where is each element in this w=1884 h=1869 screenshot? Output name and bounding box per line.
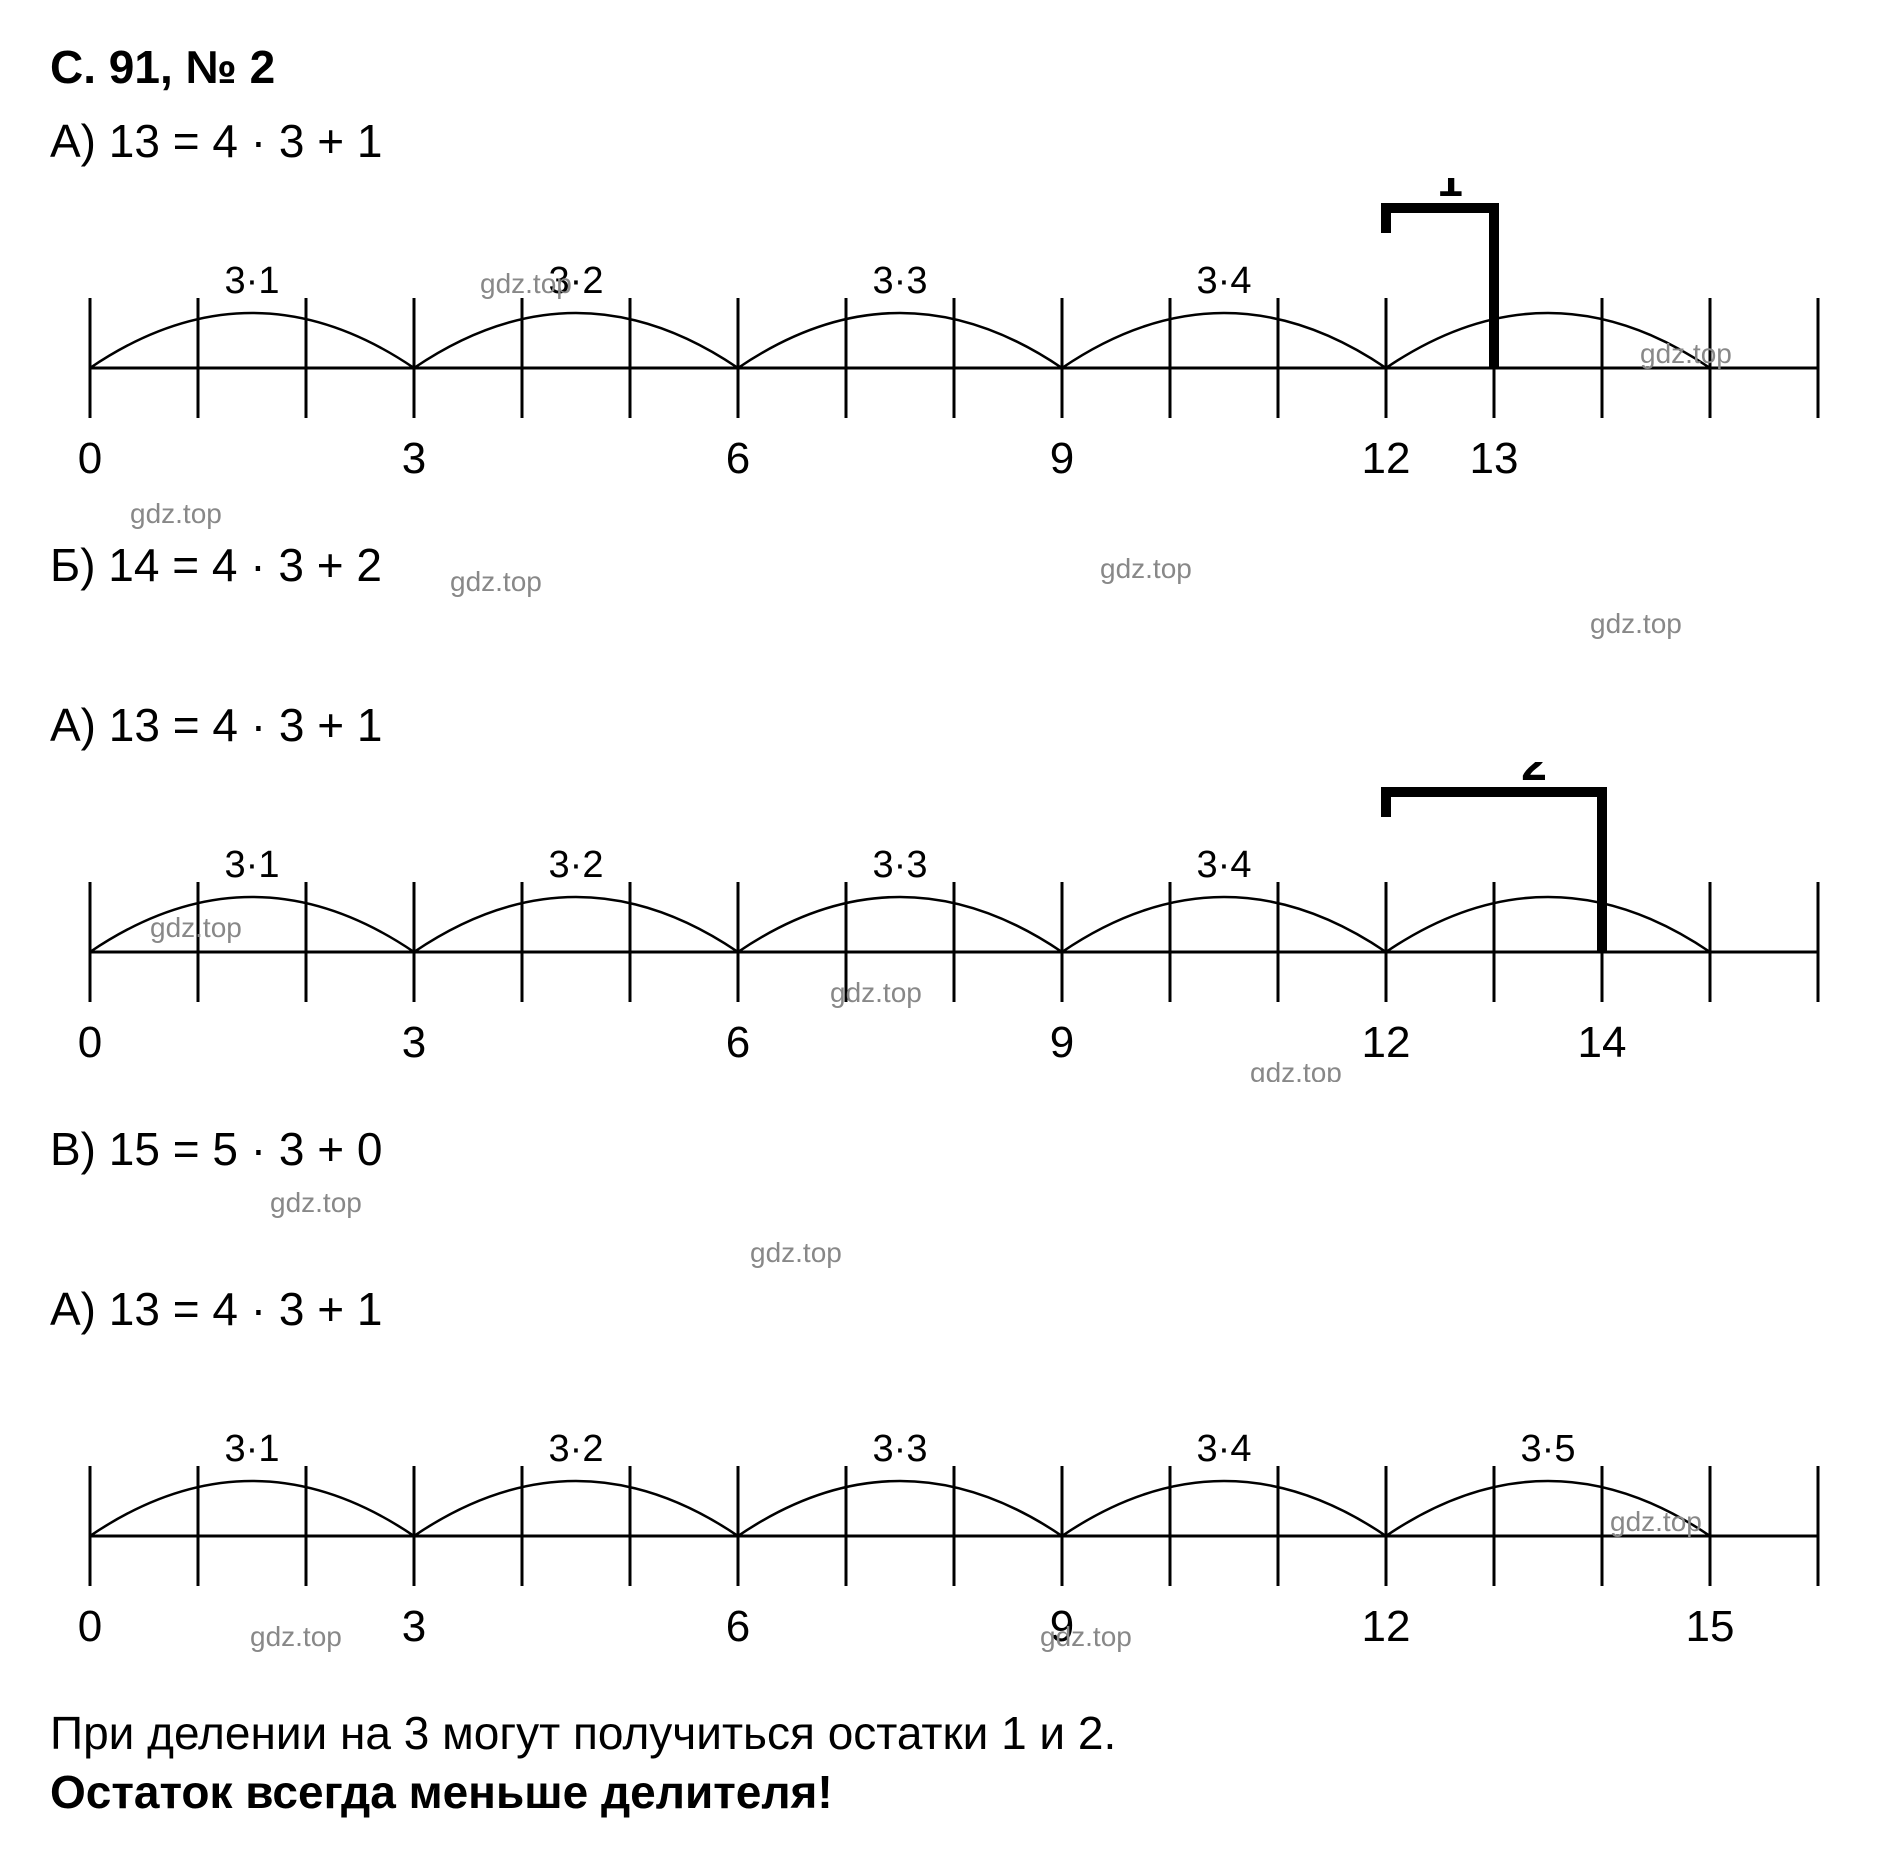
svg-text:gdz.top: gdz.top [1640, 338, 1732, 369]
svg-text:gdz.top: gdz.top [830, 977, 922, 1008]
svg-text:12: 12 [1362, 434, 1411, 483]
svg-text:3·1: 3·1 [225, 844, 280, 886]
svg-text:3·4: 3·4 [1197, 1428, 1252, 1470]
svg-text:3·4: 3·4 [1197, 844, 1252, 886]
svg-text:1: 1 [1437, 178, 1463, 206]
svg-text:gdz.top: gdz.top [250, 1621, 342, 1652]
equation-pre: Б) 14 = 4 · 3 + 2 [50, 538, 1834, 592]
watermark: gdz.top [1100, 553, 1192, 585]
svg-text:9: 9 [1050, 434, 1074, 483]
watermark: gdz.top [1590, 608, 1682, 640]
svg-text:9: 9 [1050, 1018, 1074, 1067]
svg-text:0: 0 [78, 1602, 102, 1651]
svg-text:3·2: 3·2 [549, 1428, 604, 1470]
svg-text:6: 6 [726, 434, 750, 483]
watermark: gdz.top [270, 1187, 362, 1219]
svg-text:3·3: 3·3 [873, 844, 928, 886]
svg-text:3: 3 [402, 1602, 426, 1651]
svg-text:3·3: 3·3 [873, 1428, 928, 1470]
equation: А) 13 = 4 · 3 + 1 [50, 1282, 1834, 1336]
svg-text:3·4: 3·4 [1197, 260, 1252, 302]
svg-text:14: 14 [1578, 1018, 1627, 1067]
watermark: gdz.top [130, 498, 222, 530]
equation: А) 13 = 4 · 3 + 1 [50, 114, 1834, 168]
svg-text:gdz.top: gdz.top [1610, 1506, 1702, 1537]
equation-pre: В) 15 = 5 · 3 + 0 [50, 1122, 1834, 1176]
diagram-block: Б) 14 = 4 · 3 + 2gdz.topgdz.topgdz.topgd… [50, 538, 1834, 1082]
svg-text:gdz.top: gdz.top [150, 912, 242, 943]
watermark: gdz.top [750, 1237, 842, 1269]
svg-text:6: 6 [726, 1018, 750, 1067]
equation: А) 13 = 4 · 3 + 1 [50, 698, 1834, 752]
diagram-block: А) 13 = 4 · 3 + 13·13·23·33·4103691213gd… [50, 114, 1834, 498]
svg-text:3: 3 [402, 434, 426, 483]
svg-text:3·1: 3·1 [225, 1428, 280, 1470]
number-line-diagram: 3·1 3·2 3·3 3·4 2 0 3 6 9 12 14 gdz.top gdz.top gdz.t… [50, 762, 1830, 1082]
svg-text:12: 12 [1362, 1602, 1411, 1651]
svg-text:3: 3 [402, 1018, 426, 1067]
svg-text:0: 0 [78, 1018, 102, 1067]
footer-line-1: При делении на 3 могут получиться остатк… [50, 1706, 1834, 1760]
svg-text:3·5: 3·5 [1521, 1428, 1576, 1470]
diagrams-container: А) 13 = 4 · 3 + 1 3·1 3·2 3·3 3·4 1 0 3 6 9 12 13 gd… [50, 114, 1834, 1666]
number-line-diagram: 3·13·23·33·4103691213gdz.topgdz.top [50, 178, 1830, 498]
svg-text:13: 13 [1470, 434, 1519, 483]
svg-text:0: 0 [78, 434, 102, 483]
svg-text:3·2: 3·2 [549, 844, 604, 886]
svg-text:3·1: 3·1 [225, 260, 280, 302]
svg-text:3·3: 3·3 [873, 260, 928, 302]
watermark: gdz.top [450, 566, 542, 598]
svg-text:gdz.top: gdz.top [1040, 1621, 1132, 1652]
svg-text:15: 15 [1686, 1602, 1735, 1651]
diagram-block: В) 15 = 5 · 3 + 0 gdz.top gdz.top А) 13 = 4… [50, 1122, 1834, 1666]
page-heading: С. 91, № 2 [50, 40, 1834, 94]
svg-text:gdz.top: gdz.top [480, 268, 572, 299]
svg-text:gdz.top: gdz.top [1250, 1057, 1342, 1082]
svg-text:6: 6 [726, 1602, 750, 1651]
svg-text:12: 12 [1362, 1018, 1411, 1067]
svg-text:2: 2 [1521, 762, 1547, 790]
number-line-diagram: 3·13·23·33·43·503691215gdz.topgdz.topgdz… [50, 1346, 1830, 1666]
footer-line-2: Остаток всегда меньше делителя! [50, 1765, 1834, 1819]
